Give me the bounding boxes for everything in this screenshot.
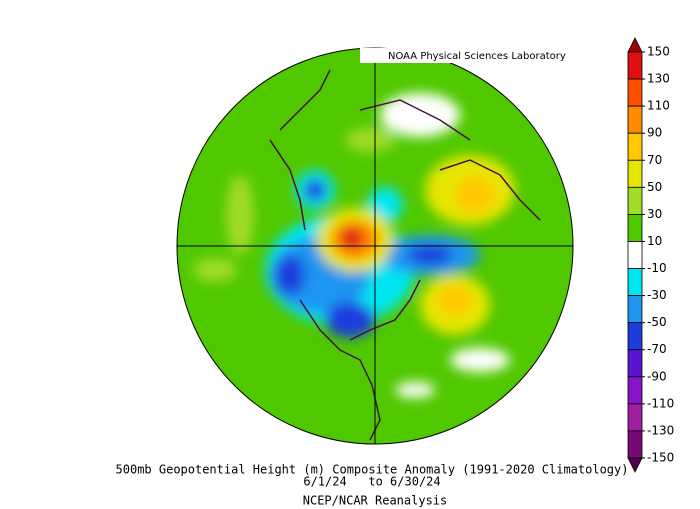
colorbar-band [627, 268, 643, 296]
header-label: NOAA Physical Sciences Laboratory [388, 51, 566, 62]
colorbar-tick-label: -30 [647, 288, 667, 302]
colorbar-tick-label: 150 [647, 45, 670, 59]
caption-dates: 6/1/24 to 6/30/24 [303, 475, 440, 489]
colorbar-band [627, 213, 643, 242]
colorbar-band [627, 322, 643, 351]
colorbar-tick-label: 70 [647, 153, 662, 167]
colorbar-band [627, 78, 643, 107]
colorbar-tick-label: -50 [647, 315, 667, 329]
coastlines [269, 69, 541, 441]
colorbar-tick-label: 30 [647, 207, 662, 221]
colorbar-tick-label: 10 [647, 234, 662, 248]
colorbar-tick-label: 90 [647, 126, 662, 140]
colorbar-band [627, 51, 643, 80]
caption-source: NCEP/NCAR Reanalysis [303, 494, 448, 508]
colorbar-tick-label: -150 [647, 451, 674, 465]
colorbar-triangle [627, 37, 643, 53]
colorbar-band [627, 430, 643, 459]
caption-title: 500mb Geopotential Height (m) Composite … [116, 463, 629, 477]
colorbar-tick-label: 50 [647, 180, 662, 194]
colorbar-band [627, 241, 643, 269]
colorbar-band [627, 132, 643, 161]
colorbar-band [627, 376, 643, 405]
colorbar-band [627, 349, 643, 378]
colorbar-tick-label: -110 [647, 396, 674, 410]
colorbar-band [627, 105, 643, 134]
colorbar-tick-label: 110 [647, 99, 670, 113]
anomaly-field [193, 93, 515, 398]
header-box [360, 48, 578, 63]
colorbar-tick-label: -90 [647, 369, 667, 383]
colorbar: 150 130 110 90 70 50 30 10 -10 -30 -50 -70 -90 -110 -1… [627, 37, 674, 473]
colorbar-band [627, 186, 643, 215]
colorbar-tick-label: -10 [647, 261, 667, 275]
colorbar-tick-label: -130 [647, 423, 674, 437]
colorbar-band [627, 403, 643, 432]
colorbar-triangle [627, 457, 643, 473]
colorbar-tick-label: -70 [647, 342, 667, 356]
colorbar-band [627, 295, 643, 324]
colorbar-tick-label: 130 [647, 72, 670, 86]
colorbar-band [627, 159, 643, 188]
map [176, 47, 574, 445]
